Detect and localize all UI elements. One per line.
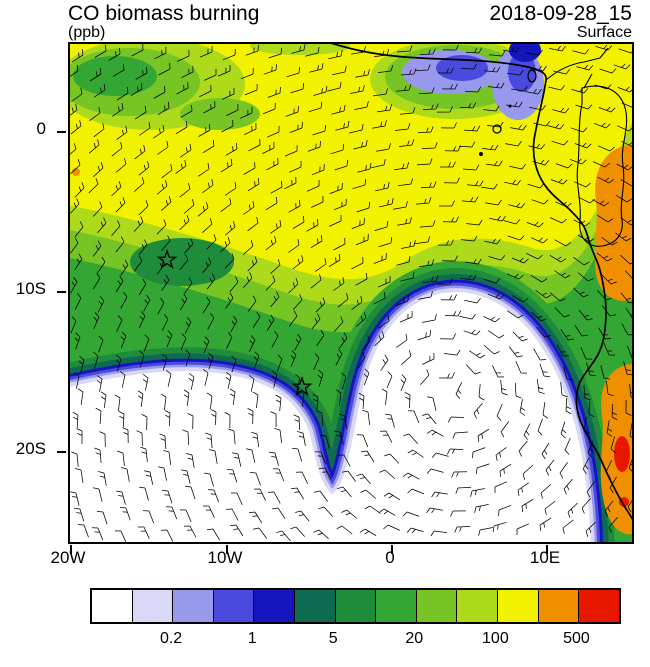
x-axis-labels: 20W 10W 0 10E	[51, 548, 630, 570]
colorbar-cell	[92, 590, 133, 622]
colorbar-tick-label: 5	[328, 630, 338, 647]
colorbar-cell	[457, 590, 499, 622]
colorbar-cell	[579, 590, 619, 622]
x-tick-label: 10W	[207, 548, 243, 567]
units-label: (ppb)	[68, 24, 106, 41]
colorbar-tick-label: 100	[482, 630, 509, 647]
y-tick-label: 10S	[15, 279, 46, 298]
low-co-region	[70, 261, 622, 542]
field-coastnavy-spot	[509, 44, 541, 62]
field-orange-strip-north	[594, 144, 632, 301]
colorbar-cell	[295, 590, 336, 622]
y-axis-labels: 0 10S 20S	[0, 42, 56, 540]
field-orange-speck-west	[72, 168, 80, 176]
colorbar-cell	[335, 590, 377, 622]
colorbar-cell	[416, 590, 458, 622]
map-plot	[57, 42, 634, 554]
datetime-label: 2018-09-28_15	[489, 2, 632, 25]
x-tick-label: 10E	[529, 548, 561, 567]
colorbar-cell	[254, 590, 296, 622]
colorbar	[90, 588, 621, 624]
y-tick-label: 0	[36, 119, 46, 138]
field-darkgreen-patch	[130, 238, 234, 286]
border-polygon	[576, 85, 628, 247]
star-marker-2	[291, 376, 313, 396]
coastline-path	[331, 44, 632, 521]
axis-ticks	[57, 131, 548, 554]
colorbar-cell	[376, 590, 417, 622]
wind-barbs-layer	[70, 44, 632, 542]
field-topleft-core	[73, 56, 157, 96]
x-tick-label: 0	[385, 548, 395, 567]
page-title: CO biomass burning	[68, 2, 260, 25]
colorbar-cell	[213, 590, 255, 622]
colorbar-cell	[132, 590, 174, 622]
map-canvas	[57, 44, 632, 554]
colorbar-tick-label: 1	[247, 630, 257, 647]
level-label: Surface	[576, 24, 632, 41]
colorbar-cell	[498, 590, 539, 622]
field-topleft-patch2	[180, 98, 260, 130]
coastline-layer	[331, 44, 632, 521]
border-line-ne	[545, 47, 609, 89]
bioko-island	[527, 69, 537, 83]
star-marker-1	[156, 249, 178, 269]
colorbar-labels: 0.2 1 5 20 100 500	[90, 630, 617, 650]
x-tick-label: 20W	[50, 548, 86, 567]
y-tick-label: 20S	[15, 439, 46, 458]
field-topblue-core	[436, 55, 488, 81]
colorbar-cell	[173, 590, 214, 622]
sao-tome-island	[492, 124, 502, 134]
station-markers	[156, 249, 313, 396]
colorbar-tick-label: 0.2	[159, 630, 183, 647]
wind-barbs-path	[70, 44, 632, 542]
field-topedge-strip	[250, 44, 350, 55]
field-red-hotspot-1	[614, 436, 630, 472]
co-field-layer	[70, 44, 632, 542]
field-red-hotspot-2	[619, 497, 629, 507]
colorbar-tick-label: 20	[405, 630, 424, 647]
colorbar-tick-label: 500	[563, 630, 590, 647]
colorbar-cell	[538, 590, 580, 622]
annobon-island-dot	[479, 152, 483, 156]
